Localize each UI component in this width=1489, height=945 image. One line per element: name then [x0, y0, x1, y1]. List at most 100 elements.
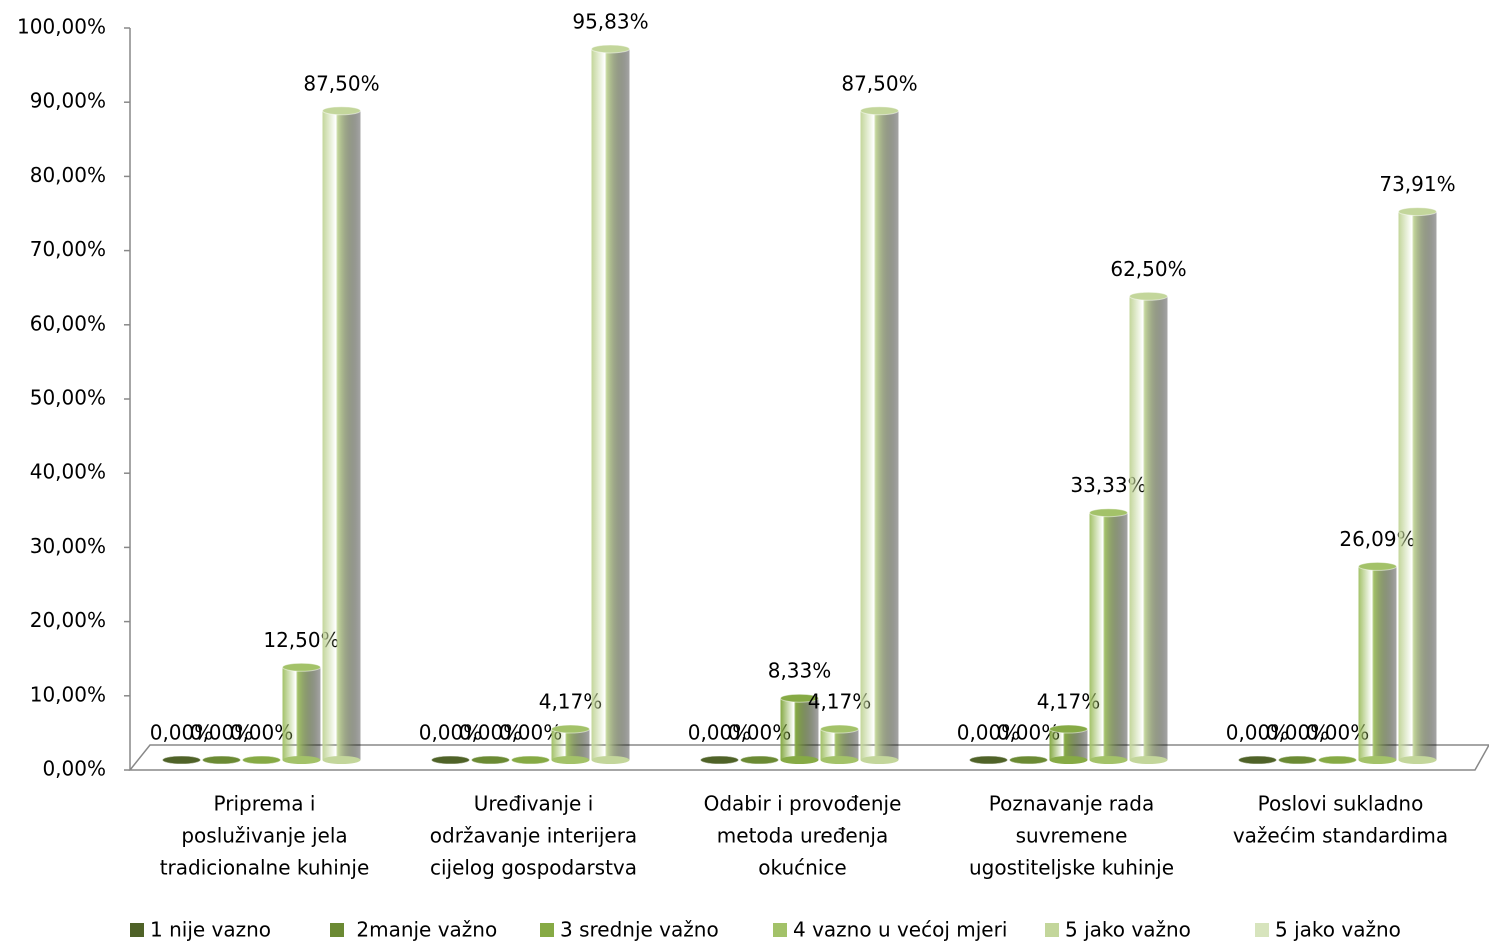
bar-bottom — [780, 756, 819, 764]
bar — [431, 755, 470, 765]
bar-body — [1358, 566, 1397, 760]
y-tick-label: 60,00% — [30, 311, 106, 335]
bar — [780, 693, 819, 764]
data-label: 0,00% — [1226, 721, 1290, 745]
bar-bottom — [1129, 756, 1168, 764]
bar-bottom — [551, 756, 590, 764]
bar-top — [1009, 755, 1048, 765]
bar — [1009, 755, 1048, 765]
x-tick-label: Odabir i provođenje — [704, 792, 902, 816]
legend-swatch — [130, 923, 144, 937]
data-label: 0,00% — [688, 721, 752, 745]
data-label: 95,83% — [572, 9, 648, 33]
bar-top — [431, 755, 470, 765]
bar-top — [820, 724, 859, 734]
legend-label: 3 srednje važno — [560, 918, 719, 942]
bar-top — [700, 755, 739, 765]
legend-swatch — [1255, 923, 1269, 937]
y-tick-label: 100,00% — [17, 15, 106, 39]
data-label: 0,00% — [190, 721, 254, 745]
bar — [511, 755, 550, 765]
x-tick-label: Uređivanje i — [474, 792, 594, 816]
bar-body — [551, 729, 590, 760]
x-tick-label: posluživanje jela — [181, 824, 347, 848]
bar-bottom — [1358, 756, 1397, 764]
x-tick-label: održavanje interijera — [430, 824, 637, 848]
legend-swatch — [773, 923, 787, 937]
x-tick-label: ugostiteljske kuhinje — [969, 856, 1174, 880]
data-label: 0,00% — [459, 721, 523, 745]
bar-bottom — [820, 756, 859, 764]
bar-top — [202, 755, 241, 765]
bar-top — [471, 755, 510, 765]
x-tick-label: tradicionalne kuhinje — [160, 856, 370, 880]
bar-top — [322, 106, 361, 116]
bar — [1129, 291, 1168, 764]
y-tick-label: 10,00% — [30, 682, 106, 706]
y-tick-label: 50,00% — [30, 386, 106, 410]
data-label: 0,00% — [419, 721, 483, 745]
bar-body — [322, 110, 361, 760]
x-tick-label: važećim standardima — [1233, 824, 1448, 848]
bar-body — [1049, 729, 1088, 760]
bar-body — [860, 110, 899, 760]
bar-body — [780, 698, 819, 760]
data-label: 87,50% — [303, 71, 379, 95]
x-tick-label: metoda uređenja — [717, 824, 888, 848]
bar-top — [860, 106, 899, 116]
bar — [162, 755, 201, 765]
bar — [1278, 755, 1317, 765]
y-tick-label: 40,00% — [30, 460, 106, 484]
bar-body — [591, 48, 630, 760]
bar-bottom — [1398, 756, 1437, 764]
bar — [242, 755, 281, 765]
bar-bottom — [282, 756, 321, 764]
x-tick-label: Poznavanje rada — [989, 792, 1154, 816]
bar — [551, 724, 590, 764]
data-label: 62,50% — [1110, 257, 1186, 281]
x-tick-label: cijelog gospodarstva — [430, 856, 637, 880]
data-label: 8,33% — [768, 659, 832, 683]
legend-label: 5 jako važno — [1065, 918, 1191, 942]
bar-top — [282, 662, 321, 672]
bar-bottom — [1049, 756, 1088, 764]
bar — [471, 755, 510, 765]
bar-bottom — [322, 756, 361, 764]
bar-body — [1398, 211, 1437, 761]
legend-swatch — [540, 923, 554, 937]
y-tick-label: 0,00% — [42, 757, 106, 781]
x-tick-label: suvremene — [1016, 824, 1128, 848]
bar-top — [1318, 755, 1357, 765]
bar-top — [1278, 755, 1317, 765]
data-label: 0,00% — [1266, 721, 1330, 745]
y-tick-label: 20,00% — [30, 608, 106, 632]
legend-label: 1 nije vazno — [150, 918, 271, 942]
data-label: 73,91% — [1379, 172, 1455, 196]
bar — [969, 755, 1008, 765]
bar-top — [242, 755, 281, 765]
bar — [860, 106, 899, 764]
x-tick-label: Poslovi sukladno — [1258, 792, 1424, 816]
bar-top — [1238, 755, 1277, 765]
bar-top — [1089, 508, 1128, 518]
bar — [322, 106, 361, 764]
y-tick-label: 70,00% — [30, 237, 106, 261]
bar-top — [780, 693, 819, 703]
bar-bottom — [591, 756, 630, 764]
bar-top — [969, 755, 1008, 765]
legend-swatch — [330, 923, 344, 937]
x-tick-label: Priprema i — [214, 792, 316, 816]
bar-body — [1129, 296, 1168, 760]
bar-body — [1089, 512, 1128, 760]
bar — [1089, 508, 1128, 764]
data-label: 0,00% — [957, 721, 1021, 745]
data-label: 87,50% — [841, 71, 917, 95]
bar — [1238, 755, 1277, 765]
bar-bottom — [860, 756, 899, 764]
bar — [1358, 561, 1397, 764]
data-label: 0,00% — [150, 721, 214, 745]
legend-swatch — [1045, 923, 1059, 937]
legend-label: 5 jako važno — [1275, 918, 1401, 942]
legend-label: 4 vazno u većoj mjeri — [793, 918, 1007, 942]
bar-top — [1049, 724, 1088, 734]
